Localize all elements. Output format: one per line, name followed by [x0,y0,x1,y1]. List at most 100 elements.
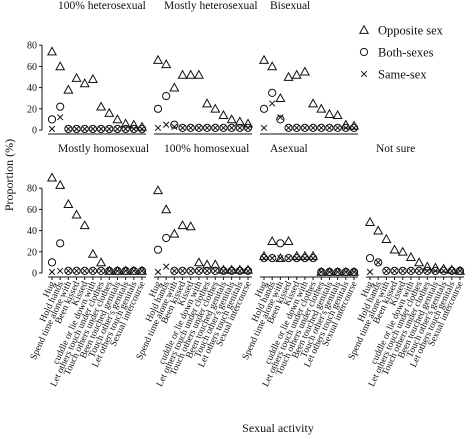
point-cross-stroke-b [269,100,276,107]
point-cross [106,267,113,275]
point-cross [342,124,349,132]
point-cross [154,268,162,276]
point-cross [57,267,64,275]
point-cross-stroke-b [391,267,398,275]
point-cross [81,267,88,275]
point-triangle [177,220,188,230]
point-circle [186,123,195,132]
point-cross [236,267,243,275]
point-cross [81,125,88,133]
point-cross-stroke-b [48,268,56,276]
point-circle [96,266,106,275]
point-circle [308,123,318,132]
point-cross-stroke-b [244,124,252,132]
panel-title: Mostly heterosexual [164,0,258,12]
legend: Opposite sex Both-sexes Same-sex [358,24,444,82]
y-tick-label: 80 [27,184,37,195]
y-tick-label: 0 [32,126,37,137]
point-cross-stroke-b [326,268,333,276]
point-triangle [185,221,196,231]
point-cross-stroke-b [89,267,97,275]
point-triangle [202,98,213,108]
point-cross-stroke-b [122,267,129,275]
point-cross-stroke-b [114,267,121,275]
point-cross [236,124,243,132]
point-triangle [96,257,107,267]
point-triangle [397,246,408,256]
point-cross [285,124,292,132]
point-triangle [414,257,425,267]
point-cross [179,267,186,275]
point-cross-stroke-b [260,255,268,262]
point-cross-stroke-b [407,267,415,275]
point-triangle [112,114,123,124]
point-cross-stroke-b [48,125,56,133]
point-cross-stroke-b [212,124,219,132]
point-cross [220,124,227,132]
point-circle [455,266,465,275]
point-cross-stroke-b [309,124,317,132]
point-cross-stroke-b [81,125,88,133]
point-circle [431,266,440,275]
point-cross [293,124,300,132]
point-cross [456,267,464,275]
point-circle [341,123,350,132]
point-circle [341,267,350,277]
panel-1: 100% heterosexual 0 20 40 60 80 [27,0,148,137]
point-cross-stroke-b [301,255,309,262]
point-triangle [405,251,416,261]
point-circle [349,123,359,132]
point-cross-stroke-b [334,268,341,276]
legend-label: Opposite sex [378,24,444,38]
point-cross-stroke-b [130,125,137,133]
point-cross-stroke-b [154,124,162,132]
point-cross-stroke-b [334,124,341,132]
point-triangle [120,118,131,128]
point-triangle [324,108,335,118]
point-cross-stroke-b [89,125,97,133]
point-triangle [63,84,74,94]
point-circle [390,266,399,275]
point-cross [228,267,235,275]
y-tick-label: 60 [27,205,37,216]
point-triangle [308,98,319,108]
point-triangle [291,69,302,79]
point-circle [243,123,253,132]
point-cross-stroke-b [203,124,211,132]
point-triangle [71,209,82,219]
point-cross [318,124,325,132]
point-circle [235,123,244,132]
point-cross-stroke-b [285,255,292,262]
point-cross [163,121,170,128]
legend-marker-cross [360,70,368,78]
point-cross [391,267,398,275]
point-circle [72,124,81,134]
point-circle [259,104,269,113]
point-cross-stroke-b [318,268,325,276]
point-cross-stroke-b [244,267,252,275]
point-circle [333,123,342,132]
point-cross-stroke-b [195,267,203,275]
panel-2: Mostly heterosexual [152,0,258,135]
point-cross-stroke-b [236,267,243,275]
y-tick-label: 60 [27,62,37,73]
point-circle [47,115,57,124]
point-cross-stroke-b [179,267,186,275]
point-circle [447,266,456,275]
point-circle [308,254,318,263]
point-cross [203,267,211,275]
point-cross-stroke-b [342,124,349,132]
point-cross-stroke-b [415,267,423,275]
point-cross [309,124,317,132]
point-cross [309,255,317,262]
point-circle [268,88,277,98]
point-cross-stroke-b [236,124,243,132]
point-cross-stroke-b [260,124,268,132]
point-triangle [55,179,66,189]
point-cross-stroke-b [383,267,390,275]
point-triangle [46,172,58,182]
point-circle [129,266,138,275]
point-cross-stroke-b [195,124,203,132]
point-cross [130,267,137,275]
